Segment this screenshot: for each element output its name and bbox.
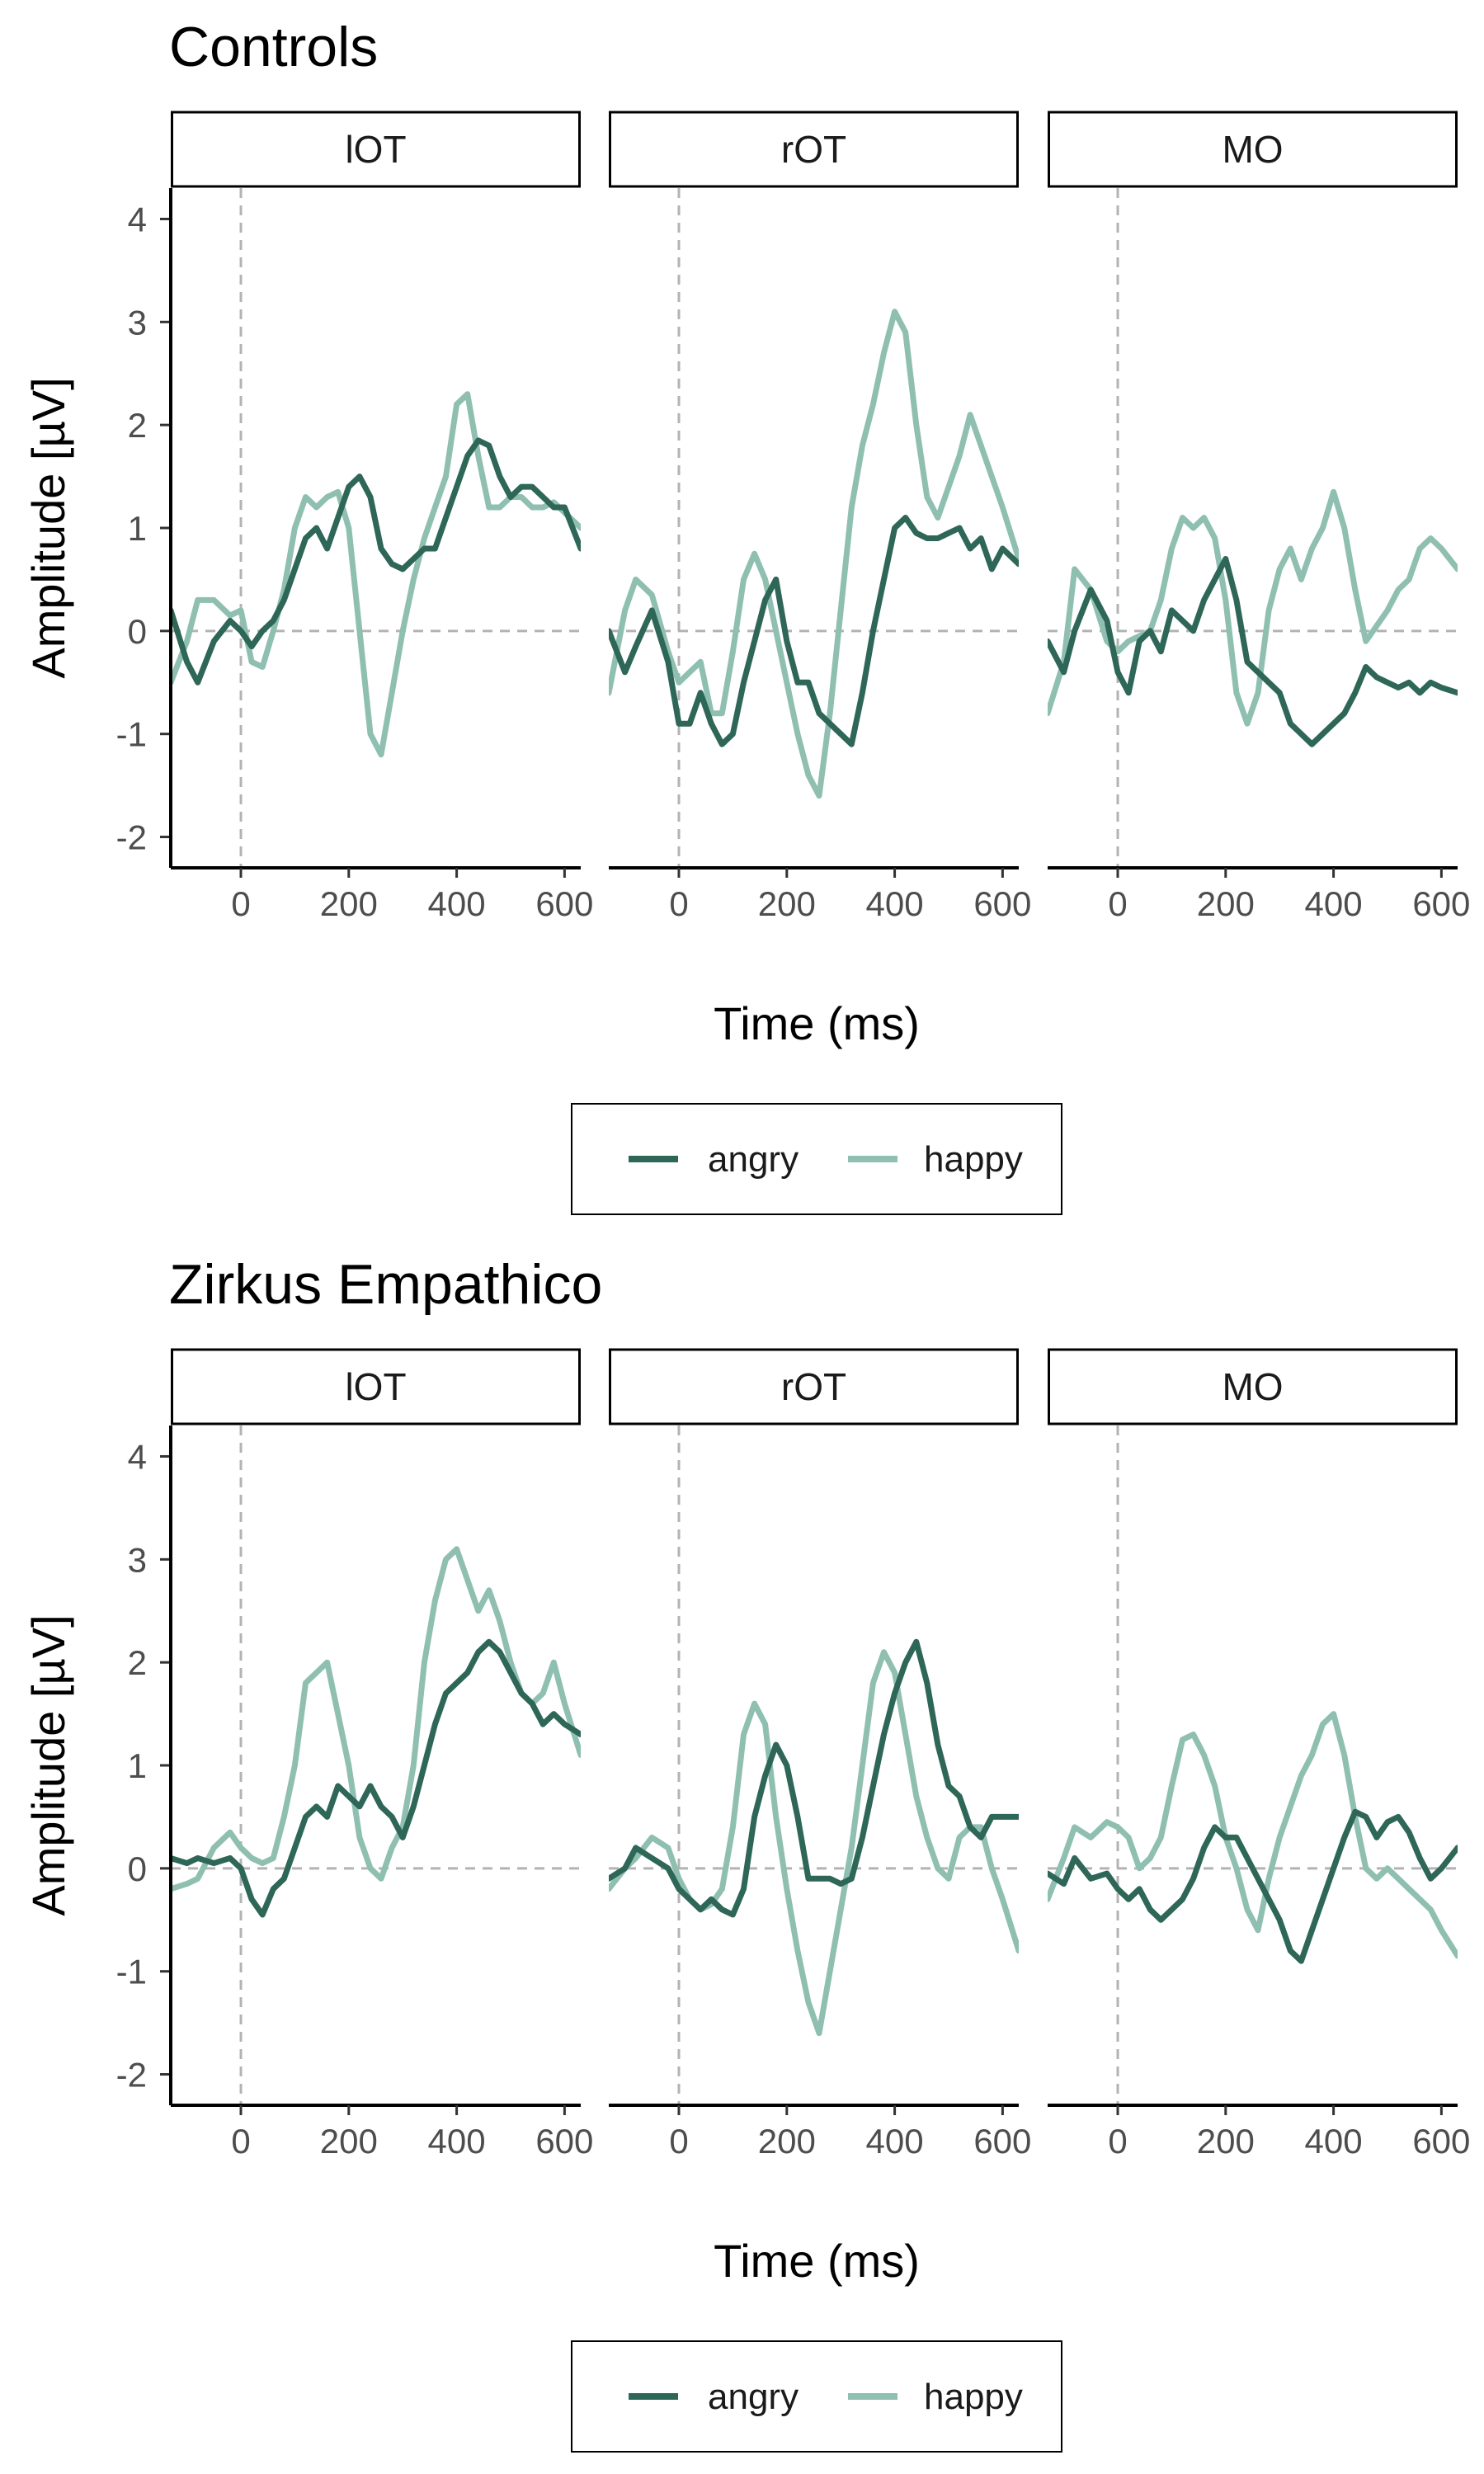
facet-rOT: rOT 0 200 400 600 xyxy=(609,111,1031,923)
facet-label: rOT xyxy=(781,128,846,171)
series-line-happy xyxy=(609,1649,1019,2037)
facet-MO: MO 0 200 400 600 xyxy=(1048,1348,1470,2161)
facet-strip xyxy=(1048,111,1458,188)
y-tick-label: 2 xyxy=(128,406,147,445)
x-tick-label: 400 xyxy=(866,2122,924,2161)
series-line-happy xyxy=(1048,1711,1458,1959)
series-line-happy xyxy=(171,391,581,758)
x-tick-label: 600 xyxy=(973,2122,1031,2161)
series-line-happy xyxy=(1048,488,1458,727)
legend-label-happy: happy xyxy=(924,1139,1023,1180)
chart-title: Zirkus Empathico xyxy=(169,1253,602,1316)
facet-label: lOT xyxy=(345,1365,406,1408)
facet-strip xyxy=(1048,1348,1458,1425)
facet-MO: MO 0 200 400 600 xyxy=(1048,111,1470,923)
x-tick-label: 600 xyxy=(973,884,1031,923)
series-line-angry xyxy=(609,515,1019,747)
y-axis-label: Amplitude [µV] xyxy=(22,1614,74,1916)
legend-label-happy: happy xyxy=(924,2377,1023,2417)
y-tick-label: 3 xyxy=(128,303,147,342)
y-tick-label: -2 xyxy=(116,2056,147,2095)
x-tick-label: 0 xyxy=(231,884,250,923)
series-line-happy xyxy=(609,309,1019,799)
facet-label: MO xyxy=(1222,1365,1283,1408)
y-tick-label: 4 xyxy=(128,1437,147,1476)
facet-label: lOT xyxy=(345,128,406,171)
x-axis-label: Time (ms) xyxy=(714,2235,920,2287)
legend: angry happy xyxy=(571,2340,1062,2453)
series-line-happy xyxy=(171,1546,581,1892)
x-tick-label: 600 xyxy=(535,884,593,923)
x-tick-label: 200 xyxy=(758,884,816,923)
x-tick-label: 200 xyxy=(320,884,378,923)
legend-label-angry: angry xyxy=(708,1139,799,1180)
x-tick-label: 400 xyxy=(1305,884,1363,923)
legend: angry happy xyxy=(571,1103,1062,1215)
series-line-angry xyxy=(609,1638,1019,1918)
x-tick-label: 400 xyxy=(866,884,924,923)
chart-0: Controls Amplitude [µV] -2 -1 0 1 2 3 4 lOT 0 200 40… xyxy=(22,16,1470,1215)
series-line-angry xyxy=(171,437,581,686)
y-tick-label: -2 xyxy=(116,818,147,857)
y-tick-label: 0 xyxy=(128,612,147,651)
y-tick-label: 3 xyxy=(128,1540,147,1579)
facet-strip xyxy=(609,111,1019,188)
x-tick-label: 0 xyxy=(231,2122,250,2161)
x-tick-label: 0 xyxy=(1108,884,1127,923)
chart-title: Controls xyxy=(169,16,378,78)
x-tick-label: 400 xyxy=(428,2122,486,2161)
y-tick-label: 1 xyxy=(128,1746,147,1785)
y-tick-label: -1 xyxy=(116,1953,147,1991)
x-tick-label: 0 xyxy=(1108,2122,1127,2161)
series-line-angry xyxy=(1048,556,1458,747)
facet-strip xyxy=(171,111,581,188)
x-tick-label: 600 xyxy=(535,2122,593,2161)
series-line-angry xyxy=(171,1638,581,1918)
facet-strip xyxy=(171,1348,581,1425)
facet-lOT: lOT 0 200 400 600 xyxy=(169,1348,593,2161)
x-tick-label: 200 xyxy=(1197,884,1255,923)
x-tick-label: 0 xyxy=(669,2122,688,2161)
y-tick-label: 4 xyxy=(128,200,147,238)
facet-label: MO xyxy=(1222,128,1283,171)
y-axis-label: Amplitude [µV] xyxy=(22,377,74,678)
y-tick-label: 1 xyxy=(128,509,147,548)
y-tick-label: 2 xyxy=(128,1643,147,1682)
x-tick-label: 200 xyxy=(758,2122,816,2161)
facet-rOT: rOT 0 200 400 600 xyxy=(609,1348,1031,2161)
x-tick-label: 200 xyxy=(1197,2122,1255,2161)
x-tick-label: 200 xyxy=(320,2122,378,2161)
y-tick-label: -1 xyxy=(116,715,147,754)
series-line-angry xyxy=(1048,1808,1458,1964)
x-tick-label: 0 xyxy=(669,884,688,923)
facet-lOT: lOT 0 200 400 600 xyxy=(169,111,593,923)
facet-label: rOT xyxy=(781,1365,846,1408)
x-tick-label: 600 xyxy=(1412,884,1470,923)
facet-strip xyxy=(609,1348,1019,1425)
x-tick-label: 400 xyxy=(428,884,486,923)
x-tick-label: 600 xyxy=(1412,2122,1470,2161)
legend-label-angry: angry xyxy=(708,2377,799,2417)
y-tick-label: 0 xyxy=(128,1850,147,1888)
x-tick-label: 400 xyxy=(1305,2122,1363,2161)
x-axis-label: Time (ms) xyxy=(714,997,920,1049)
